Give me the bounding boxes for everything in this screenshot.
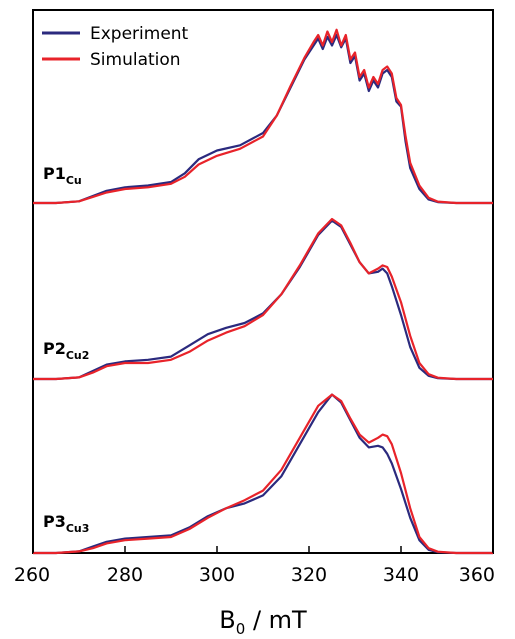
- sample-label-1: P1Cu: [43, 164, 82, 187]
- plot-frame: [32, 9, 494, 554]
- panel-1: P1Cu: [33, 28, 493, 205]
- series-line-simulation-panel-3: [33, 393, 493, 555]
- panel-3: P3Cu3: [33, 393, 493, 555]
- series-line-experiment-panel-3: [33, 393, 493, 555]
- x-tick-label: 300: [199, 564, 235, 586]
- legend: Experiment Simulation: [42, 24, 189, 70]
- x-tick-label: 280: [107, 564, 143, 586]
- x-tick-label: 320: [291, 564, 327, 586]
- spectra-panels: P1Cu P2Cu2 P3Cu3: [33, 28, 493, 555]
- x-tick-label: 260: [14, 564, 50, 586]
- panel-2: P2Cu2: [33, 217, 493, 381]
- x-tick-label: 340: [383, 564, 419, 586]
- sample-label-3: P3Cu3: [43, 512, 89, 535]
- x-axis-ticks: 260 280 300 320 340 360: [14, 546, 495, 586]
- series-line-experiment-panel-2: [33, 219, 493, 381]
- x-axis-title: B0 / mT: [219, 606, 307, 638]
- series-line-simulation-panel-1: [33, 28, 493, 205]
- legend-label-experiment: Experiment: [90, 24, 189, 44]
- legend-label-simulation: Simulation: [90, 50, 181, 70]
- series-line-simulation-panel-2: [33, 217, 493, 381]
- x-tick-label: 360: [459, 564, 495, 586]
- sample-label-2: P2Cu2: [43, 339, 89, 362]
